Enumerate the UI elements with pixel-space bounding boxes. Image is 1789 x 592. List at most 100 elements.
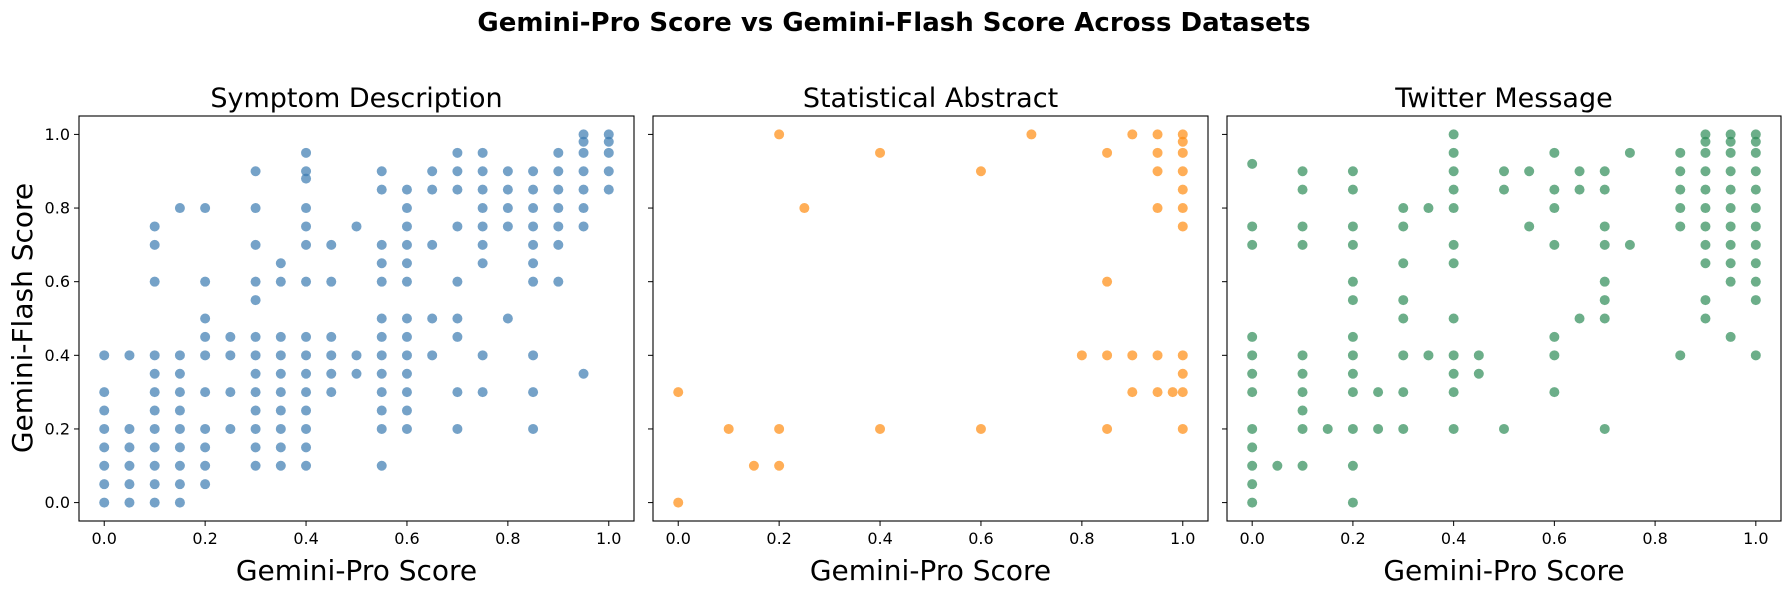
data-point [1247, 221, 1258, 232]
data-point [477, 258, 488, 269]
data-point [326, 368, 337, 379]
data-point [578, 184, 589, 195]
data-point [528, 276, 539, 287]
data-point [1700, 166, 1711, 177]
data-point [250, 276, 261, 287]
data-point [401, 350, 412, 361]
data-point [174, 479, 185, 490]
data-point [200, 387, 211, 398]
figure-title: Gemini-Pro Score vs Gemini-Flash Score A… [477, 8, 1310, 38]
data-point [250, 203, 261, 214]
data-point [1599, 239, 1610, 250]
data-point [1347, 276, 1358, 287]
data-point [1700, 295, 1711, 306]
data-point [1599, 295, 1610, 306]
data-point [427, 350, 438, 361]
data-point [401, 368, 412, 379]
data-point [673, 387, 684, 398]
data-point [1750, 166, 1761, 177]
data-point [1750, 147, 1761, 158]
data-point [1297, 184, 1308, 195]
data-point [99, 423, 110, 434]
panel-3: Twitter Message 0.0 0.2 0.4 0.6 0.8 1.0 Gemini-… [1222, 83, 1782, 587]
data-point [275, 368, 286, 379]
data-point [1177, 423, 1188, 434]
x-tick-label: 0.4 [867, 529, 892, 548]
data-point [1398, 350, 1409, 361]
data-point [401, 331, 412, 342]
data-point [1102, 350, 1113, 361]
data-point [149, 423, 160, 434]
data-point [351, 368, 362, 379]
data-point [1574, 166, 1585, 177]
data-point [1448, 368, 1459, 379]
data-point [1750, 295, 1761, 306]
data-point [200, 331, 211, 342]
x-tick-label: 0.2 [192, 529, 217, 548]
data-point [452, 387, 463, 398]
data-point [427, 184, 438, 195]
data-point [1177, 221, 1188, 232]
data-point [553, 276, 564, 287]
data-point [1347, 460, 1358, 471]
data-point [1725, 136, 1736, 147]
data-point [174, 368, 185, 379]
data-point [1725, 221, 1736, 232]
x-axis-label: Gemini-Pro Score [810, 554, 1051, 587]
data-point [1177, 350, 1188, 361]
data-point [1725, 166, 1736, 177]
data-point [376, 368, 387, 379]
data-point [1448, 313, 1459, 324]
data-point [1750, 136, 1761, 147]
panel-title: Twitter Message [1394, 83, 1612, 114]
data-point [124, 460, 135, 471]
data-point [1700, 221, 1711, 232]
panel-2: Statistical Abstract 0.0 0.2 0.4 0.6 0.8 1.0 Ge… [648, 83, 1209, 587]
data-point [99, 442, 110, 453]
data-point [1423, 350, 1434, 361]
data-point [149, 350, 160, 361]
x-axis-label: Gemini-Pro Score [236, 554, 477, 587]
data-point [99, 350, 110, 361]
data-point [1152, 203, 1163, 214]
data-point [1700, 258, 1711, 269]
data-point [1297, 423, 1308, 434]
data-point [1700, 129, 1711, 140]
data-point [301, 350, 312, 361]
data-point [376, 313, 387, 324]
scatter-panels: Symptom Description 0.0 0.2 0.4 0.6 0.8 1.0 0.0… [45, 83, 1782, 587]
data-point [250, 387, 261, 398]
data-point [1127, 350, 1138, 361]
data-point [1177, 166, 1188, 177]
data-point [1247, 460, 1258, 471]
data-point [1675, 203, 1686, 214]
data-point [275, 405, 286, 416]
x-tick-label: 0.4 [1441, 529, 1466, 548]
x-tick-label: 0.6 [1542, 529, 1567, 548]
data-point [1297, 368, 1308, 379]
data-point [250, 423, 261, 434]
data-point [250, 442, 261, 453]
data-point [401, 276, 412, 287]
data-point [301, 387, 312, 398]
data-point [1247, 239, 1258, 250]
data-point [1247, 368, 1258, 379]
data-point [1750, 239, 1761, 250]
data-point [452, 276, 463, 287]
data-point [1549, 203, 1560, 214]
data-point [427, 313, 438, 324]
data-point [250, 368, 261, 379]
panel-1: Symptom Description 0.0 0.2 0.4 0.6 0.8 1.0 0.0… [45, 83, 635, 587]
data-point [1297, 221, 1308, 232]
data-point [401, 313, 412, 324]
data-point [225, 387, 236, 398]
data-point [477, 221, 488, 232]
data-point [578, 136, 589, 147]
data-point [124, 479, 135, 490]
data-point [1247, 331, 1258, 342]
data-point [1448, 350, 1459, 361]
data-point [1347, 239, 1358, 250]
data-point [401, 387, 412, 398]
data-point [1347, 368, 1358, 379]
data-point [376, 166, 387, 177]
